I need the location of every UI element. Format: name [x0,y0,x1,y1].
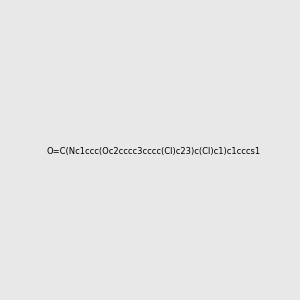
Text: O=C(Nc1ccc(Oc2cccc3cccc(Cl)c23)c(Cl)c1)c1cccs1: O=C(Nc1ccc(Oc2cccc3cccc(Cl)c23)c(Cl)c1)c… [47,147,261,156]
